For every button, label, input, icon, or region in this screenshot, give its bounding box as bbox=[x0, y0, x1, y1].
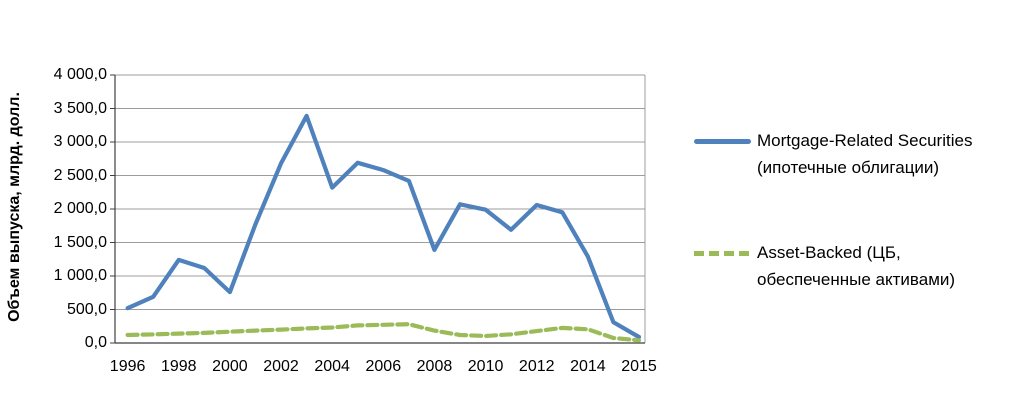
y-tick-label: 0,0 bbox=[84, 334, 107, 351]
x-tick-label: 2015 bbox=[621, 358, 657, 375]
x-tick-label: 2014 bbox=[570, 358, 606, 375]
x-tick-label: 2004 bbox=[314, 358, 350, 375]
x-tick-label: 1998 bbox=[160, 358, 197, 375]
y-tick-label: 3 500,0 bbox=[53, 99, 107, 117]
legend-item-asset-backed: Asset-Backed (ЦБ, обеспеченные активами) bbox=[694, 239, 977, 293]
legend-item-mortgage-related: Mortgage-Related Securities (ипотечные о… bbox=[694, 127, 977, 181]
y-tick-label: 3 000,0 bbox=[53, 133, 107, 150]
x-tick-label: 2008 bbox=[416, 358, 453, 375]
y-tick-label: 1 500,0 bbox=[53, 233, 107, 251]
legend-line-swatch-dashed bbox=[694, 251, 751, 256]
y-tick-label: 500,0 bbox=[66, 300, 107, 318]
x-tick-label: 2006 bbox=[365, 358, 402, 375]
y-tick-label: 2 500,0 bbox=[53, 166, 107, 184]
legend-label: Asset-Backed (ЦБ, обеспеченные активами) bbox=[757, 243, 956, 289]
x-tick-label: 2012 bbox=[518, 358, 555, 375]
x-tick-label: 2000 bbox=[212, 358, 248, 375]
legend-label: Mortgage-Related Securities (ипотечные о… bbox=[757, 131, 973, 177]
legend: Mortgage-Related Securities (ипотечные о… bbox=[694, 0, 1024, 417]
legend-line-swatch-solid bbox=[694, 139, 751, 144]
series-line-mortgage-related bbox=[125, 113, 642, 340]
x-tick-label: 1996 bbox=[109, 358, 146, 375]
x-tick-label: 2002 bbox=[263, 358, 299, 375]
series-line-asset-backed bbox=[125, 322, 642, 343]
y-tick-label: 4 000,0 bbox=[53, 66, 107, 83]
y-tick-label: 1 000,0 bbox=[53, 267, 107, 284]
y-tick-label: 2 000,0 bbox=[53, 200, 107, 217]
x-tick-label: 2010 bbox=[467, 358, 504, 375]
